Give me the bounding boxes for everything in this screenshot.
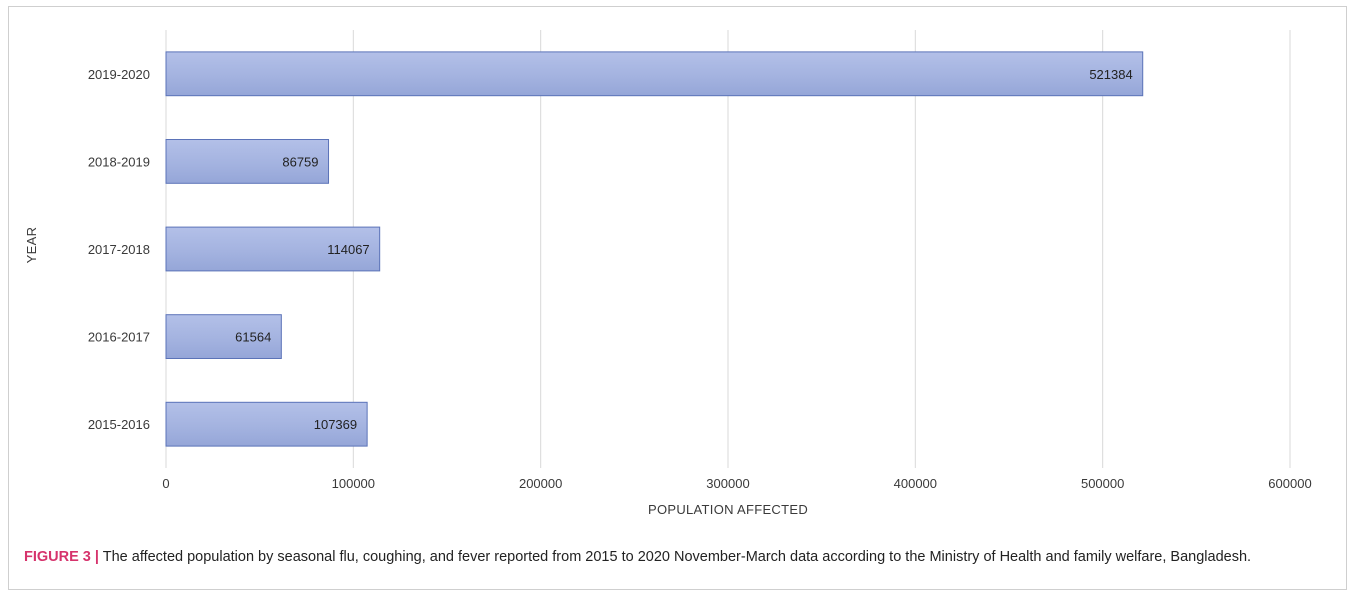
figure-frame bbox=[8, 6, 1347, 590]
category-label: 2016-2017 bbox=[88, 330, 150, 345]
x-tick-label: 200000 bbox=[519, 476, 562, 491]
bar bbox=[165, 314, 282, 360]
bar bbox=[165, 51, 1144, 97]
x-tick-label: 400000 bbox=[894, 476, 937, 491]
category-label: 2017-2018 bbox=[88, 242, 150, 257]
data-label: 107369 bbox=[314, 417, 357, 432]
data-label: 61564 bbox=[235, 330, 271, 345]
x-tick-label: 0 bbox=[162, 476, 169, 491]
x-tick-label: 300000 bbox=[706, 476, 749, 491]
category-labels: 2015-2016 2016-2017 2017-2018 2018-2019 2019… bbox=[88, 67, 150, 432]
x-tick-label: 600000 bbox=[1268, 476, 1311, 491]
caption-label: FIGURE 3 | bbox=[24, 549, 99, 565]
x-tick-labels: 0 100000 200000 300000 400000 500000 600000 bbox=[162, 476, 1311, 491]
figure-caption: FIGURE 3 | The affected population by se… bbox=[24, 547, 1324, 567]
gridlines bbox=[165, 30, 1291, 468]
data-label: 114067 bbox=[327, 242, 369, 257]
bar bbox=[165, 401, 368, 447]
bar bbox=[165, 226, 381, 272]
category-label: 2019-2020 bbox=[88, 67, 150, 82]
category-label: 2018-2019 bbox=[88, 154, 150, 169]
x-tick-label: 100000 bbox=[332, 476, 375, 491]
bars bbox=[165, 51, 1144, 447]
data-label: 521384 bbox=[1089, 67, 1132, 82]
bar bbox=[165, 139, 330, 184]
category-label: 2015-2016 bbox=[88, 417, 150, 432]
data-label: 86759 bbox=[282, 154, 318, 169]
caption-text: The affected population by seasonal flu,… bbox=[98, 549, 1252, 565]
y-axis-title: YEAR bbox=[24, 227, 39, 264]
data-labels: 107369 61564 114067 86759 521384 bbox=[235, 67, 1133, 432]
x-tick-label: 500000 bbox=[1081, 476, 1124, 491]
x-axis-title: POPULATION AFFECTED bbox=[648, 502, 808, 517]
